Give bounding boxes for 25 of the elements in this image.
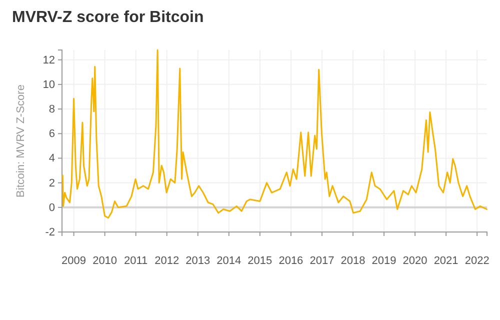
y-tick-label: 0 — [48, 202, 55, 214]
x-tick-label: 2017 — [310, 254, 334, 267]
y-tick-label: 2 — [48, 177, 55, 190]
x-tick-label: 2010 — [92, 254, 118, 267]
x-tick-label: 2022 — [464, 254, 490, 267]
y-tick-label: 12 — [42, 54, 55, 66]
line-series — [62, 49, 488, 219]
y-axis-title: Bitcoin: MVRV Z-Score — [15, 84, 27, 198]
y-tick-label: 4 — [48, 152, 55, 165]
x-tick-label: 2018 — [340, 254, 366, 267]
x-tick-label: 2012 — [154, 254, 180, 267]
x-tick-label: 2021 — [434, 254, 458, 267]
x-tick-label: 2019 — [372, 254, 396, 267]
x-tick-label: 2011 — [124, 254, 148, 267]
y-tick-label: 10 — [42, 78, 55, 91]
x-tick-label: 2016 — [278, 254, 304, 267]
y-tick-label: -2 — [45, 226, 55, 239]
x-tick-label: 2013 — [186, 254, 210, 267]
x-tick-label: 2009 — [62, 254, 86, 267]
x-tick-label: 2015 — [248, 254, 272, 267]
y-tick-label: 6 — [48, 128, 55, 140]
chart-title: MVRV-Z score for Bitcoin — [12, 9, 204, 26]
x-tick-label: 2014 — [216, 254, 242, 267]
y-tick-label: 8 — [48, 104, 55, 116]
x-tick-label: 2020 — [402, 254, 428, 267]
